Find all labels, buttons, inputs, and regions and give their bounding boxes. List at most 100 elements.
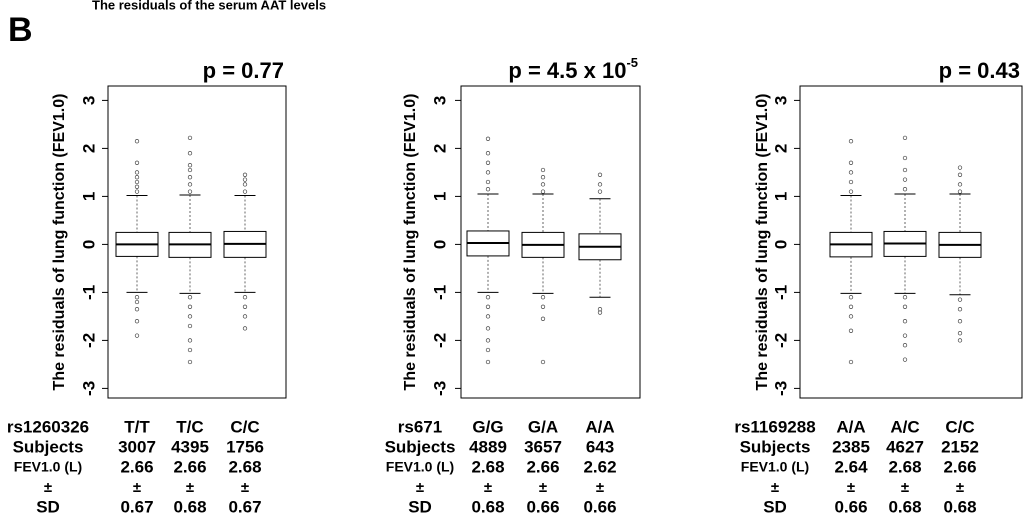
- outlier: [242, 172, 248, 177]
- outlier: [957, 172, 963, 177]
- outlier: [848, 179, 854, 185]
- y-tick-label: -1: [771, 285, 790, 300]
- row-label: FEV1.0 (L): [386, 459, 454, 475]
- outlier: [902, 177, 908, 182]
- x-tick-label: T/C: [176, 417, 203, 436]
- y-tick-label: -3: [79, 381, 98, 396]
- sd-cell: 0.66: [834, 497, 867, 516]
- panel-title: p = 0.77: [203, 58, 284, 83]
- x-tick-label: G/G: [472, 417, 503, 436]
- y-tick-label: 0: [79, 240, 98, 249]
- outlier: [848, 189, 854, 194]
- outlier: [485, 136, 491, 141]
- y-tick-label: 1: [771, 192, 790, 201]
- outlier: [187, 163, 193, 168]
- x-tick-label: C/C: [230, 417, 259, 436]
- outlier: [134, 160, 140, 165]
- outlier: [957, 331, 963, 336]
- y-tick-label: 3: [79, 96, 98, 105]
- outlier: [902, 333, 908, 338]
- y-axis-label: The residuals of lung function (FEV1.0): [51, 94, 68, 391]
- outlier: [187, 314, 193, 319]
- y-tick-label: -1: [79, 285, 98, 300]
- y-tick-label: 3: [430, 96, 449, 105]
- outlier: [848, 295, 854, 300]
- outlier: [187, 151, 193, 156]
- subjects-cell: 2385: [832, 437, 870, 456]
- outlier: [242, 326, 248, 331]
- outlier: [540, 175, 546, 180]
- y-tick-label: -3: [771, 381, 790, 396]
- outlier: [242, 295, 248, 300]
- pm-cell: ±: [901, 479, 909, 496]
- x-tick-label: C/C: [945, 417, 974, 436]
- fev-cell: 2.68: [888, 457, 921, 476]
- outlier: [187, 323, 193, 329]
- outlier: [902, 155, 908, 161]
- outlier: [957, 338, 963, 343]
- sd-cell: 0.67: [120, 497, 153, 516]
- row-label: SD: [408, 497, 432, 516]
- subjects-cell: 4395: [171, 437, 209, 456]
- outlier: [957, 189, 963, 194]
- outlier: [957, 182, 963, 187]
- subjects-cell: 1756: [226, 437, 264, 456]
- subjects-cell: 4889: [469, 437, 507, 456]
- sd-cell: 0.68: [471, 497, 504, 516]
- plot-frame: [799, 85, 1023, 399]
- outlier: [957, 319, 963, 324]
- y-tick-label: -1: [430, 285, 449, 300]
- row-label: FEV1.0 (L): [741, 459, 809, 475]
- outlier: [134, 333, 140, 338]
- outlier: [540, 295, 546, 300]
- outlier: [902, 295, 908, 300]
- outlier: [187, 182, 193, 187]
- row-label: ±: [416, 479, 424, 496]
- panel-title: p = 4.5 x 10-5: [508, 55, 638, 82]
- outlier: [242, 304, 248, 309]
- x-tick-label: A/A: [585, 417, 614, 436]
- panel-title-text: p = 4.5 x 10: [508, 58, 626, 83]
- outlier: [540, 304, 546, 309]
- y-tick-label: 1: [430, 192, 449, 201]
- y-tick-label: 2: [79, 144, 98, 153]
- outlier: [597, 172, 603, 177]
- y-axis-label: The residuals of lung function (FEV1.0): [754, 94, 771, 391]
- sd-cell: 0.68: [173, 497, 206, 516]
- y-tick-label: 2: [430, 144, 449, 153]
- outlier: [957, 297, 963, 302]
- outlier: [848, 304, 854, 309]
- outlier: [187, 359, 193, 365]
- outlier: [957, 165, 963, 170]
- pm-cell: ±: [241, 479, 249, 496]
- outlier: [597, 182, 603, 187]
- outlier: [902, 304, 908, 309]
- row-label: SD: [763, 497, 787, 516]
- pm-cell: ±: [186, 479, 194, 496]
- plot-frame: [460, 85, 641, 399]
- outlier: [485, 187, 491, 192]
- subjects-cell: 2152: [941, 437, 979, 456]
- outlier: [485, 160, 491, 165]
- outlier: [485, 295, 491, 300]
- outlier: [848, 359, 854, 365]
- outlier: [187, 338, 193, 343]
- outlier: [957, 307, 963, 312]
- row-label: Subjects: [740, 437, 811, 456]
- subjects-cell: 3007: [118, 437, 156, 456]
- row-label: ±: [44, 479, 52, 496]
- row-label: Subjects: [13, 437, 84, 456]
- heading: The residuals of the serum AAT levels: [92, 0, 326, 12]
- outlier: [848, 160, 854, 165]
- y-tick-label: 2: [771, 144, 790, 153]
- outlier: [540, 359, 546, 365]
- subjects-cell: 3657: [524, 437, 562, 456]
- pm-cell: ±: [847, 479, 855, 496]
- row-label: SD: [36, 497, 60, 516]
- x-tick-label: T/T: [124, 417, 150, 436]
- panel-label: B: [8, 11, 33, 49]
- outlier: [187, 167, 193, 173]
- outlier: [187, 135, 193, 140]
